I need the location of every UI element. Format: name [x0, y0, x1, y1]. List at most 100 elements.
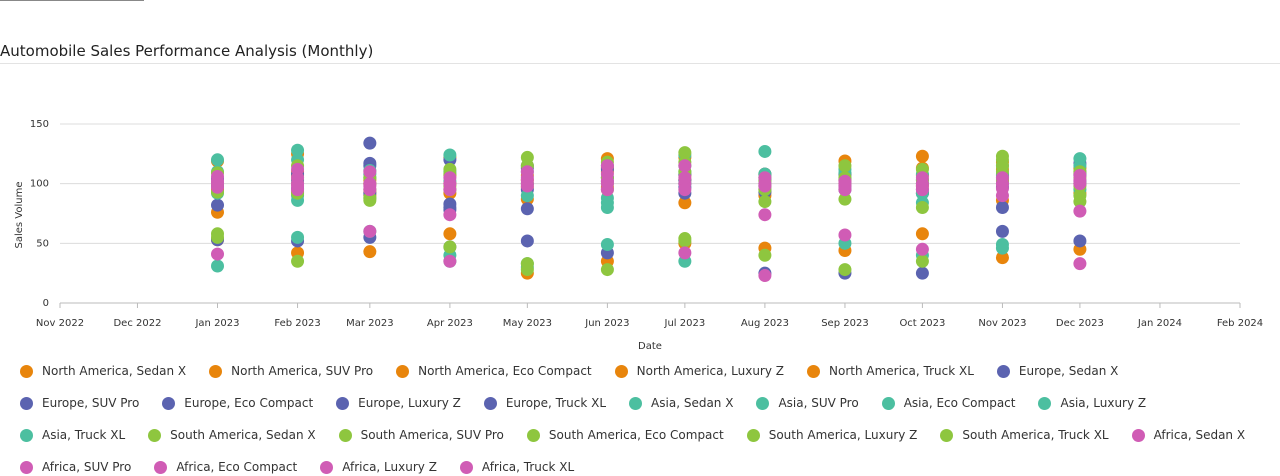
- x-tick-label: Jun 2023: [584, 318, 629, 329]
- legend-item[interactable]: Asia, SUV Pro: [756, 394, 859, 412]
- point: [600, 177, 614, 191]
- point: [520, 263, 534, 277]
- point: [291, 143, 305, 157]
- legend-item[interactable]: South America, Luxury Z: [746, 426, 918, 444]
- legend-item[interactable]: Africa, Sedan X: [1131, 426, 1245, 444]
- x-tick-label: Nov 2022: [36, 318, 84, 329]
- title-rule: [0, 63, 1280, 64]
- point: [995, 201, 1009, 215]
- point: [995, 224, 1009, 238]
- legend-label: South America, Luxury Z: [768, 428, 918, 442]
- point: [838, 192, 852, 206]
- legend-label: North America, Luxury Z: [636, 364, 784, 378]
- point: [678, 171, 692, 185]
- point: [520, 177, 534, 191]
- legend-item[interactable]: North America, SUV Pro: [209, 362, 373, 380]
- legend-label: North America, SUV Pro: [231, 364, 374, 378]
- legend-label: Asia, Truck XL: [42, 428, 126, 442]
- legend-item[interactable]: South America, Eco Compact: [526, 426, 724, 444]
- legend-label: Europe, Sedan X: [1018, 364, 1119, 378]
- y-tick-label: 0: [43, 298, 49, 309]
- point: [600, 196, 614, 210]
- legend-item[interactable]: North America, Luxury Z: [614, 362, 784, 380]
- point: [443, 240, 457, 254]
- x-tick-label: Apr 2023: [427, 318, 473, 329]
- legend-marker: [459, 460, 473, 474]
- legend-marker: [20, 396, 33, 410]
- point: [363, 245, 377, 259]
- legend-label: Asia, Eco Compact: [903, 396, 1016, 410]
- legend-item[interactable]: South America, Sedan X: [148, 426, 316, 444]
- legend-item[interactable]: Europe, Eco Compact: [162, 394, 313, 412]
- legend-marker: [1131, 428, 1145, 442]
- legend-label: North America, Truck XL: [829, 364, 974, 378]
- legend-item[interactable]: Africa, Eco Compact: [154, 458, 297, 476]
- legend-item[interactable]: Africa, Luxury Z: [320, 458, 437, 476]
- legend-marker: [807, 364, 820, 378]
- x-tick-label: Dec 2023: [1056, 318, 1104, 329]
- point: [758, 248, 772, 262]
- point: [443, 254, 457, 268]
- x-tick-label: Jan 2023: [194, 318, 239, 329]
- legend-marker: [320, 460, 334, 474]
- x-tick-label: Dec 2022: [113, 318, 161, 329]
- legend-item[interactable]: Africa, SUV Pro: [20, 458, 131, 476]
- x-axis-label: Date: [638, 341, 662, 352]
- legend-marker: [154, 460, 168, 474]
- point: [995, 159, 1009, 173]
- legend-item[interactable]: Asia, Eco Compact: [881, 394, 1016, 412]
- point: [291, 177, 305, 191]
- point: [758, 195, 772, 209]
- x-tick-label: Aug 2023: [741, 318, 789, 329]
- tab-underline: [0, 0, 144, 1]
- legend-label: Africa, SUV Pro: [42, 460, 132, 474]
- point: [600, 263, 614, 277]
- legend-label: South America, Truck XL: [962, 428, 1109, 442]
- point: [211, 198, 225, 212]
- point: [915, 242, 929, 256]
- point: [995, 241, 1009, 255]
- legend-label: South America, Eco Compact: [548, 428, 724, 442]
- legend-label: North America, Eco Compact: [418, 364, 592, 378]
- point: [211, 247, 225, 261]
- point: [838, 159, 852, 173]
- x-tick-label: Feb 2024: [1217, 318, 1263, 329]
- legend-item[interactable]: Africa, Truck XL: [459, 458, 574, 476]
- legend-item[interactable]: North America, Sedan X: [20, 362, 186, 380]
- y-axis-label: Sales Volume: [14, 182, 25, 249]
- legend-item[interactable]: North America, Truck XL: [807, 362, 974, 380]
- point: [363, 224, 377, 238]
- legend-item[interactable]: South America, SUV Pro: [338, 426, 504, 444]
- legend-marker: [526, 428, 540, 442]
- point: [363, 165, 377, 179]
- point: [915, 149, 929, 163]
- legend-item[interactable]: South America, Truck XL: [940, 426, 1109, 444]
- x-tick-label: Feb 2023: [274, 318, 320, 329]
- legend-marker: [756, 396, 770, 410]
- legend-item[interactable]: North America, Eco Compact: [396, 362, 592, 380]
- point: [291, 230, 305, 244]
- point: [758, 144, 772, 158]
- legend-item[interactable]: Asia, Truck XL: [20, 426, 125, 444]
- point: [758, 269, 772, 283]
- point: [363, 136, 377, 150]
- legend-item[interactable]: Europe, SUV Pro: [20, 394, 139, 412]
- legend-item[interactable]: Europe, Truck XL: [483, 394, 606, 412]
- legend-item[interactable]: Asia, Luxury Z: [1038, 394, 1146, 412]
- legend-marker: [629, 396, 643, 410]
- point: [1073, 234, 1087, 248]
- point: [600, 238, 614, 252]
- legend-marker: [1038, 396, 1052, 410]
- legend-item[interactable]: Europe, Luxury Z: [336, 394, 461, 412]
- legend-marker: [746, 428, 760, 442]
- legend-label: Asia, SUV Pro: [778, 396, 859, 410]
- x-tick-label: Jul 2023: [664, 318, 706, 329]
- x-tick-label: May 2023: [503, 318, 552, 329]
- point: [1073, 204, 1087, 218]
- point: [915, 254, 929, 268]
- point: [838, 174, 852, 188]
- legend-item[interactable]: Europe, Sedan X: [996, 362, 1119, 380]
- legend-item[interactable]: Asia, Sedan X: [629, 394, 733, 412]
- point: [1073, 168, 1087, 182]
- legend-marker: [881, 396, 895, 410]
